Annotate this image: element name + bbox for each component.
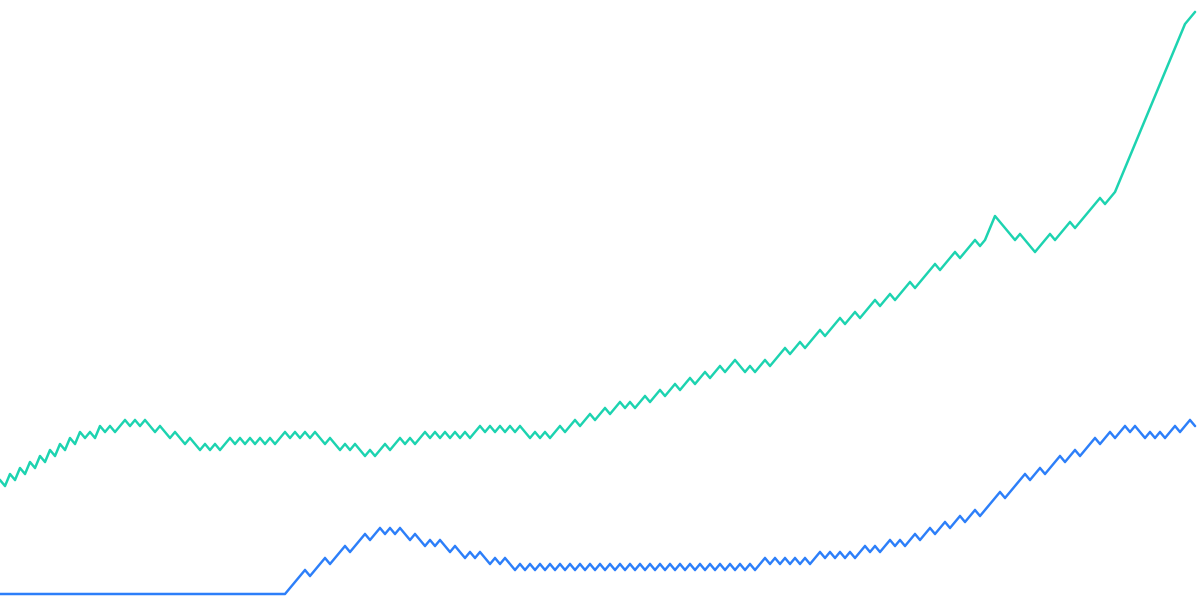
line-chart [0,0,1200,600]
chart-line-series-teal [0,12,1195,486]
chart-line-series-blue [0,420,1195,594]
